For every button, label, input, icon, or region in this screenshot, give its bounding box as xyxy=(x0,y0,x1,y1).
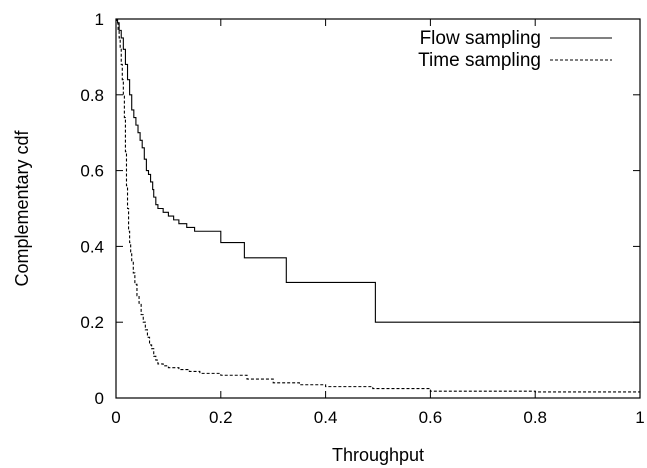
y-tick-label: 0.8 xyxy=(80,86,104,105)
x-tick-label: 0.2 xyxy=(209,408,233,427)
y-tick-label: 0.4 xyxy=(80,237,104,256)
series-line-flow-sampling xyxy=(116,18,640,323)
x-tick-label: 0 xyxy=(111,408,120,427)
y-axis-label: Complementary cdf xyxy=(12,129,32,286)
legend-label: Time sampling xyxy=(418,50,541,71)
plot-frame xyxy=(115,18,641,399)
series-layer xyxy=(116,18,641,393)
x-axis-label: Throughput xyxy=(332,445,424,465)
series-line-time-sampling xyxy=(116,18,641,393)
x-tick-label: 0.8 xyxy=(523,408,547,427)
x-tick-label: 1 xyxy=(635,408,644,427)
y-tick-label: 0.2 xyxy=(80,313,104,332)
axis-ticks: 0 0.2 0.4 0.6 0.8 1 0 0.2 0.4 0.6 0.8 1 xyxy=(80,10,644,427)
y-tick-label: 1 xyxy=(95,10,104,29)
x-tick-label: 0.6 xyxy=(419,408,443,427)
legend-label: Flow sampling xyxy=(420,28,541,49)
plot-border xyxy=(115,18,641,399)
y-tick-label: 0.6 xyxy=(80,162,104,181)
y-tick-label: 0 xyxy=(95,389,104,408)
x-tick-label: 0.4 xyxy=(314,408,338,427)
